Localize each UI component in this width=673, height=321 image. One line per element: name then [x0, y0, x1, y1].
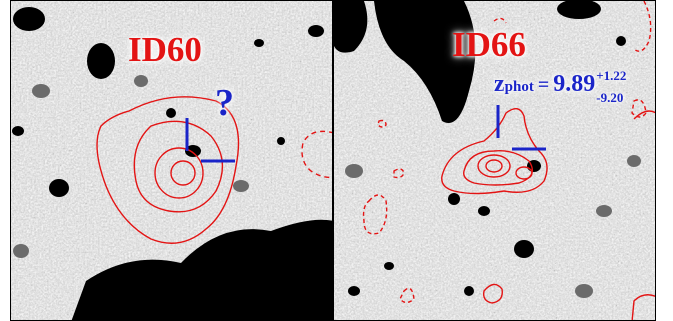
zphot-error-plus: +1.22: [596, 68, 627, 83]
contour-overlay-id60: [96, 96, 332, 244]
contour-overlay-id66: [362, 1, 655, 320]
zphot-subscript: phot: [504, 79, 534, 95]
panel-id60: ID60 ?: [10, 0, 333, 321]
contour-dashed: [362, 1, 652, 304]
object-id-label: ID60: [128, 30, 202, 69]
contour-bottom: [482, 283, 503, 304]
contour-core: [170, 160, 196, 186]
question-mark-annotation: ?: [215, 82, 234, 124]
zphot-symbol: z: [494, 71, 505, 97]
contour-blob: [515, 166, 533, 180]
zphot-equals: =: [537, 74, 550, 96]
contour-outer: [96, 96, 240, 244]
object-id-label: ID66: [452, 25, 526, 64]
contour-mid: [133, 120, 224, 213]
position-marker: [496, 105, 546, 151]
contour-dashed: [301, 130, 332, 179]
contour-core: [485, 159, 503, 173]
contour-right: [633, 110, 655, 120]
zphot-value: 9.89: [553, 71, 596, 97]
zphot-error-minus: -9.20: [596, 90, 624, 105]
panel-id66: ID66 zphot = 9.89 +1.22 -9.20: [333, 0, 656, 321]
image-stamp-id60: [11, 1, 332, 320]
contour-corner: [631, 294, 655, 320]
contour-inner: [154, 147, 204, 199]
contour-outer: [441, 108, 548, 195]
position-marker: [185, 118, 235, 163]
contour-inner: [477, 154, 511, 178]
photometric-redshift-label: zphot = 9.89 +1.22 -9.20: [494, 68, 633, 105]
